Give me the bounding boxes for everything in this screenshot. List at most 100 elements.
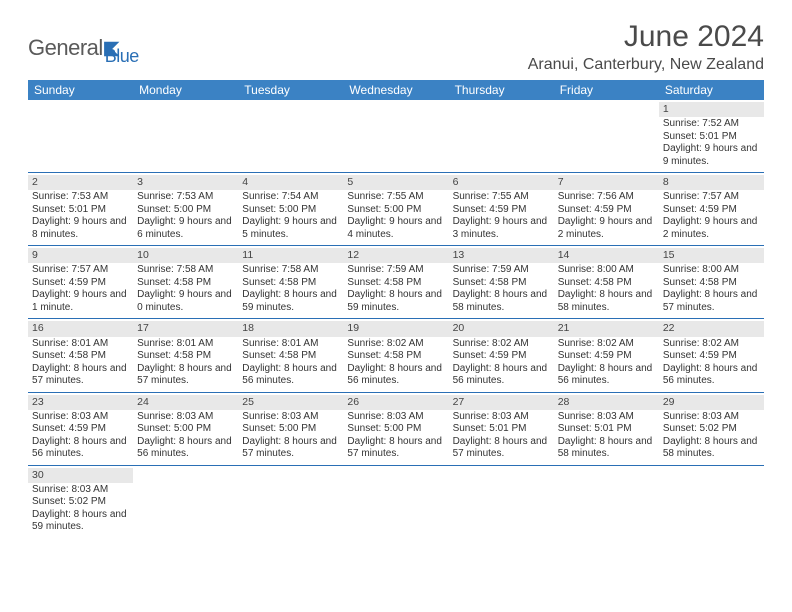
daylight-text: Daylight: 9 hours and 8 minutes.: [32, 216, 129, 241]
sunset-text: Sunset: 4:59 PM: [663, 204, 760, 217]
day-number: 13: [449, 248, 554, 263]
day-number: 28: [554, 395, 659, 410]
day-number: 19: [343, 321, 448, 336]
calendar-cell-day-21: 21Sunrise: 8:02 AMSunset: 4:59 PMDayligh…: [554, 319, 659, 392]
day-number: 22: [659, 321, 764, 336]
sunset-text: Sunset: 5:00 PM: [137, 423, 234, 436]
day-number: 2: [28, 175, 133, 190]
daylight-text: Daylight: 9 hours and 1 minute.: [32, 289, 129, 314]
day-number: [28, 102, 133, 117]
sunset-text: Sunset: 5:01 PM: [453, 423, 550, 436]
sunset-text: Sunset: 4:58 PM: [137, 277, 234, 290]
day-number: 5: [343, 175, 448, 190]
weekday-tuesday: Tuesday: [238, 80, 343, 100]
day-number: 29: [659, 395, 764, 410]
daylight-text: Daylight: 9 hours and 9 minutes.: [663, 143, 760, 168]
sunset-text: Sunset: 5:01 PM: [663, 131, 760, 144]
sunrise-text: Sunrise: 7:56 AM: [558, 191, 655, 204]
sunrise-text: Sunrise: 7:57 AM: [32, 264, 129, 277]
day-number: 9: [28, 248, 133, 263]
daylight-text: Daylight: 8 hours and 57 minutes.: [347, 436, 444, 461]
calendar-cell-empty: [238, 100, 343, 173]
sunset-text: Sunset: 5:01 PM: [32, 204, 129, 217]
daylight-text: Daylight: 8 hours and 58 minutes.: [558, 436, 655, 461]
day-number: [554, 468, 659, 483]
day-number: 3: [133, 175, 238, 190]
sunset-text: Sunset: 4:59 PM: [32, 423, 129, 436]
calendar-cell-empty: [659, 466, 764, 538]
sunset-text: Sunset: 5:00 PM: [242, 423, 339, 436]
day-number: [554, 102, 659, 117]
calendar-cell-day-3: 3Sunrise: 7:53 AMSunset: 5:00 PMDaylight…: [133, 173, 238, 246]
sunrise-text: Sunrise: 8:03 AM: [242, 411, 339, 424]
sunrise-text: Sunrise: 8:02 AM: [453, 338, 550, 351]
calendar-body: 1Sunrise: 7:52 AMSunset: 5:01 PMDaylight…: [28, 100, 764, 538]
daylight-text: Daylight: 8 hours and 58 minutes.: [558, 289, 655, 314]
day-number: [659, 468, 764, 483]
daylight-text: Daylight: 8 hours and 57 minutes.: [137, 363, 234, 388]
weekday-sunday: Sunday: [28, 80, 133, 100]
sunset-text: Sunset: 5:00 PM: [347, 423, 444, 436]
calendar-cell-day-5: 5Sunrise: 7:55 AMSunset: 5:00 PMDaylight…: [343, 173, 448, 246]
day-number: 26: [343, 395, 448, 410]
daylight-text: Daylight: 8 hours and 56 minutes.: [32, 436, 129, 461]
sunrise-text: Sunrise: 8:02 AM: [347, 338, 444, 351]
sunrise-text: Sunrise: 8:03 AM: [453, 411, 550, 424]
daylight-text: Daylight: 9 hours and 5 minutes.: [242, 216, 339, 241]
logo-text-blue: Blue: [105, 46, 139, 67]
sunset-text: Sunset: 4:58 PM: [32, 350, 129, 363]
day-number: [449, 468, 554, 483]
weekday-friday: Friday: [554, 80, 659, 100]
sunrise-text: Sunrise: 8:03 AM: [32, 411, 129, 424]
daylight-text: Daylight: 8 hours and 57 minutes.: [32, 363, 129, 388]
day-number: 10: [133, 248, 238, 263]
day-number: 11: [238, 248, 343, 263]
sunrise-text: Sunrise: 8:01 AM: [32, 338, 129, 351]
sunset-text: Sunset: 4:59 PM: [558, 204, 655, 217]
calendar-cell-empty: [133, 100, 238, 173]
weekday-wednesday: Wednesday: [343, 80, 448, 100]
weekday-monday: Monday: [133, 80, 238, 100]
day-number: [238, 102, 343, 117]
calendar-cell-day-30: 30Sunrise: 8:03 AMSunset: 5:02 PMDayligh…: [28, 466, 133, 538]
calendar-cell-empty: [343, 100, 448, 173]
calendar-cell-empty: [133, 466, 238, 538]
daylight-text: Daylight: 8 hours and 57 minutes.: [242, 436, 339, 461]
day-number: 8: [659, 175, 764, 190]
calendar-cell-day-27: 27Sunrise: 8:03 AMSunset: 5:01 PMDayligh…: [449, 393, 554, 466]
logo: General Blue: [28, 28, 139, 67]
logo-text-general: General: [28, 35, 103, 61]
calendar-cell-day-4: 4Sunrise: 7:54 AMSunset: 5:00 PMDaylight…: [238, 173, 343, 246]
sunrise-text: Sunrise: 7:53 AM: [137, 191, 234, 204]
calendar-cell-day-22: 22Sunrise: 8:02 AMSunset: 4:59 PMDayligh…: [659, 319, 764, 392]
day-number: 25: [238, 395, 343, 410]
calendar-cell-empty: [449, 100, 554, 173]
sunset-text: Sunset: 4:59 PM: [453, 350, 550, 363]
calendar-cell-day-28: 28Sunrise: 8:03 AMSunset: 5:01 PMDayligh…: [554, 393, 659, 466]
sunrise-text: Sunrise: 8:03 AM: [32, 484, 129, 497]
header: General Blue June 2024 Aranui, Canterbur…: [28, 20, 764, 74]
sunrise-text: Sunrise: 8:02 AM: [558, 338, 655, 351]
daylight-text: Daylight: 8 hours and 56 minutes.: [663, 363, 760, 388]
daylight-text: Daylight: 8 hours and 59 minutes.: [347, 289, 444, 314]
sunset-text: Sunset: 4:58 PM: [347, 277, 444, 290]
sunrise-text: Sunrise: 7:58 AM: [242, 264, 339, 277]
daylight-text: Daylight: 8 hours and 58 minutes.: [663, 436, 760, 461]
sunrise-text: Sunrise: 7:53 AM: [32, 191, 129, 204]
day-number: 14: [554, 248, 659, 263]
calendar-cell-day-19: 19Sunrise: 8:02 AMSunset: 4:58 PMDayligh…: [343, 319, 448, 392]
sunrise-text: Sunrise: 8:01 AM: [137, 338, 234, 351]
day-number: 18: [238, 321, 343, 336]
calendar-cell-day-1: 1Sunrise: 7:52 AMSunset: 5:01 PMDaylight…: [659, 100, 764, 173]
sunrise-text: Sunrise: 8:00 AM: [558, 264, 655, 277]
sunrise-text: Sunrise: 8:01 AM: [242, 338, 339, 351]
calendar-cell-day-6: 6Sunrise: 7:55 AMSunset: 4:59 PMDaylight…: [449, 173, 554, 246]
sunset-text: Sunset: 4:59 PM: [558, 350, 655, 363]
day-number: 23: [28, 395, 133, 410]
sunrise-text: Sunrise: 8:03 AM: [663, 411, 760, 424]
calendar-cell-day-16: 16Sunrise: 8:01 AMSunset: 4:58 PMDayligh…: [28, 319, 133, 392]
calendar-cell-day-29: 29Sunrise: 8:03 AMSunset: 5:02 PMDayligh…: [659, 393, 764, 466]
day-number: [449, 102, 554, 117]
sunset-text: Sunset: 4:58 PM: [242, 350, 339, 363]
day-number: 6: [449, 175, 554, 190]
